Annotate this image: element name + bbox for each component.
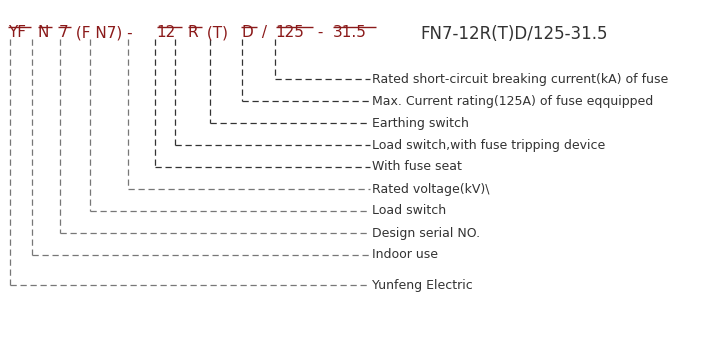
Text: Load switch,with fuse tripping device: Load switch,with fuse tripping device: [372, 139, 606, 151]
Text: Yunfeng Electric: Yunfeng Electric: [372, 279, 473, 291]
Text: D: D: [241, 25, 253, 40]
Text: (F N7) -: (F N7) -: [71, 25, 137, 40]
Text: Indoor use: Indoor use: [372, 248, 438, 261]
Text: Design serial NO.: Design serial NO.: [372, 226, 480, 239]
Text: 12: 12: [157, 25, 176, 40]
Text: -: -: [313, 25, 329, 40]
Text: Rated short-circuit breaking current(kA) of fuse: Rated short-circuit breaking current(kA)…: [372, 73, 668, 86]
Text: Rated voltage(kV)\: Rated voltage(kV)\: [372, 183, 489, 195]
Text: N: N: [37, 25, 49, 40]
Text: Load switch: Load switch: [372, 204, 446, 217]
Text: 7: 7: [59, 25, 68, 40]
Text: Earthing switch: Earthing switch: [372, 117, 469, 129]
Text: 125: 125: [276, 25, 305, 40]
Text: With fuse seat: With fuse seat: [372, 161, 462, 173]
Text: (T): (T): [202, 25, 233, 40]
Text: FN7-12R(T)D/125-31.5: FN7-12R(T)D/125-31.5: [420, 25, 608, 43]
Text: /: /: [257, 25, 271, 40]
Text: 31.5: 31.5: [333, 25, 367, 40]
Text: YF: YF: [8, 25, 26, 40]
Text: Max. Current rating(125A) of fuse eqquipped: Max. Current rating(125A) of fuse eqquip…: [372, 95, 654, 107]
Text: R: R: [188, 25, 199, 40]
